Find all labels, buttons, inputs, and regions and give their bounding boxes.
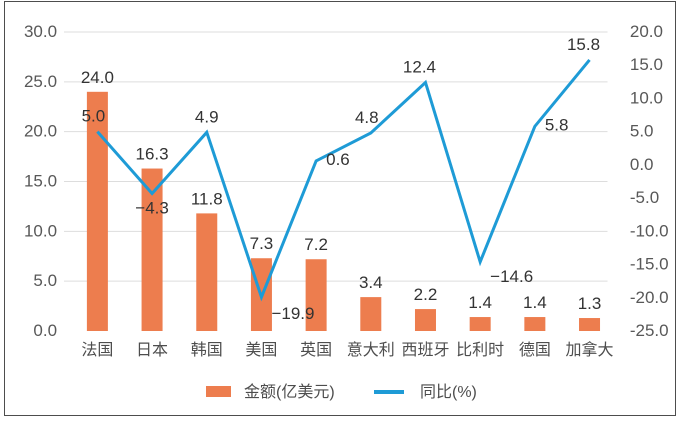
svg-text:-15.0: -15.0 bbox=[630, 255, 669, 274]
svg-text:24.0: 24.0 bbox=[81, 68, 114, 87]
svg-text:1.4: 1.4 bbox=[468, 293, 492, 312]
svg-text:11.8: 11.8 bbox=[191, 189, 223, 208]
svg-text:10.0: 10.0 bbox=[24, 221, 57, 240]
svg-text:美国: 美国 bbox=[245, 341, 277, 359]
svg-text:5.0: 5.0 bbox=[82, 107, 106, 126]
svg-text:20.0: 20.0 bbox=[630, 22, 663, 41]
svg-text:比利时: 比利时 bbox=[456, 341, 504, 359]
svg-text:西班牙: 西班牙 bbox=[401, 341, 449, 359]
svg-text:-10.0: -10.0 bbox=[630, 221, 669, 240]
svg-text:1.4: 1.4 bbox=[523, 293, 547, 312]
svg-text:3.4: 3.4 bbox=[359, 273, 383, 292]
svg-text:4.8: 4.8 bbox=[355, 108, 379, 127]
svg-text:法国: 法国 bbox=[81, 341, 113, 359]
svg-text:15.0: 15.0 bbox=[630, 55, 663, 74]
svg-text:英国: 英国 bbox=[300, 341, 332, 359]
svg-text:韩国: 韩国 bbox=[191, 341, 223, 359]
svg-text:0.0: 0.0 bbox=[630, 155, 654, 174]
svg-text:意大利: 意大利 bbox=[347, 340, 395, 359]
svg-text:20.0: 20.0 bbox=[24, 122, 57, 141]
svg-text:−4.3: −4.3 bbox=[135, 198, 169, 217]
svg-text:5.8: 5.8 bbox=[545, 115, 569, 134]
svg-text:5.0: 5.0 bbox=[33, 271, 57, 290]
svg-text:日本: 日本 bbox=[136, 341, 168, 359]
svg-text:-25.0: -25.0 bbox=[630, 321, 669, 340]
svg-text:4.9: 4.9 bbox=[195, 107, 219, 126]
svg-text:16.3: 16.3 bbox=[136, 145, 169, 164]
svg-text:−14.6: −14.6 bbox=[490, 267, 533, 286]
svg-text:-5.0: -5.0 bbox=[630, 188, 659, 207]
svg-text:5.0: 5.0 bbox=[630, 122, 654, 141]
svg-text:−19.9: −19.9 bbox=[271, 304, 314, 323]
svg-text:0.6: 0.6 bbox=[326, 150, 350, 169]
svg-text:15.0: 15.0 bbox=[24, 172, 57, 191]
svg-text:25.0: 25.0 bbox=[24, 72, 57, 91]
svg-text:德国: 德国 bbox=[519, 341, 551, 359]
svg-text:0.0: 0.0 bbox=[33, 321, 57, 340]
svg-text:7.2: 7.2 bbox=[304, 235, 328, 254]
svg-text:30.0: 30.0 bbox=[24, 22, 57, 41]
svg-text:-20.0: -20.0 bbox=[630, 288, 669, 307]
svg-text:7.3: 7.3 bbox=[250, 234, 274, 253]
svg-text:15.8: 15.8 bbox=[567, 35, 600, 54]
svg-text:加拿大: 加拿大 bbox=[566, 340, 614, 359]
svg-text:12.4: 12.4 bbox=[403, 58, 436, 77]
svg-text:10.0: 10.0 bbox=[630, 88, 663, 107]
svg-text:2.2: 2.2 bbox=[414, 285, 438, 304]
svg-text:1.3: 1.3 bbox=[578, 294, 602, 313]
